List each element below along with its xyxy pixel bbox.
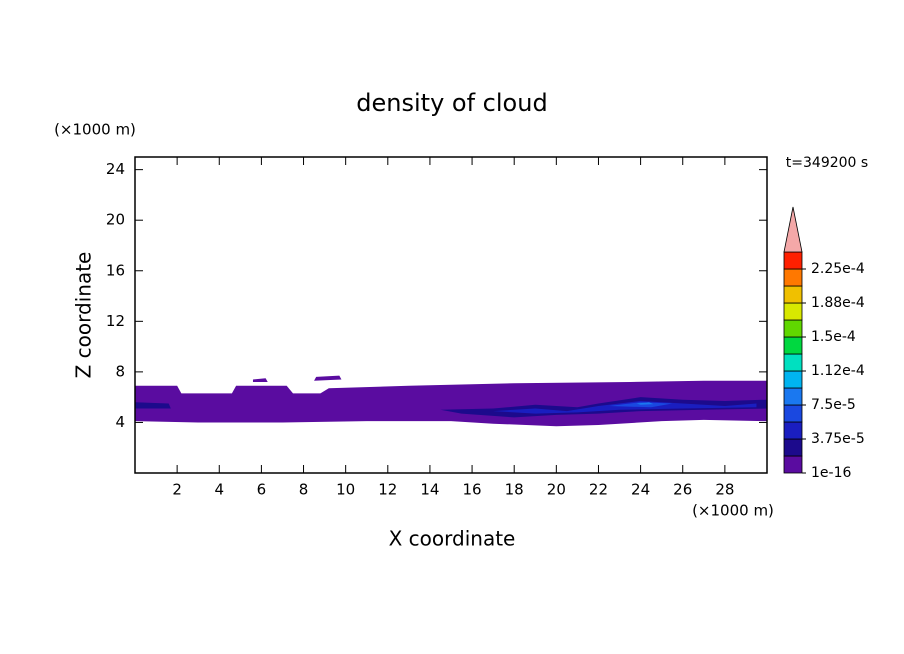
y-tick-label: 12 bbox=[106, 312, 125, 330]
colorbar-bin bbox=[783, 370, 803, 389]
x-tick-label: 14 bbox=[420, 481, 439, 499]
x-tick-label: 20 bbox=[547, 481, 566, 499]
plot-frame bbox=[134, 156, 768, 474]
colorbar-label: 3.75e-5 bbox=[811, 431, 865, 447]
contour-region bbox=[493, 400, 757, 414]
colorbar-label: 1e-16 bbox=[811, 465, 851, 481]
colorbar-bin bbox=[783, 404, 803, 423]
colorbar-label: 1.88e-4 bbox=[811, 295, 865, 311]
colorbar-label: 1.12e-4 bbox=[811, 363, 865, 379]
y-tick-label: 16 bbox=[106, 261, 125, 279]
x-tick-label: 26 bbox=[673, 481, 692, 499]
x-tick-label: 4 bbox=[214, 481, 224, 499]
y-tick-label: 4 bbox=[115, 413, 125, 431]
x-axis-label: X coordinate bbox=[389, 527, 516, 551]
x-tick-label: 10 bbox=[336, 481, 355, 499]
y-axis-label: Z coordinate bbox=[72, 252, 96, 379]
contour-region bbox=[135, 402, 171, 409]
x-tick-label: 24 bbox=[631, 481, 650, 499]
colorbar-bin bbox=[783, 336, 803, 355]
colorbar-bin bbox=[783, 268, 803, 287]
y-tick-label: 24 bbox=[106, 160, 125, 178]
x-tick-label: 22 bbox=[589, 481, 608, 499]
x-tick-label: 2 bbox=[172, 481, 182, 499]
colorbar-bin bbox=[783, 251, 803, 270]
colorbar-extend bbox=[783, 206, 803, 253]
colorbar-bin bbox=[783, 285, 803, 304]
x-tick-label: 16 bbox=[463, 481, 482, 499]
contour-region bbox=[636, 402, 654, 405]
colorbar-bin bbox=[783, 353, 803, 372]
colorbar-label: 2.25e-4 bbox=[811, 261, 865, 277]
colorbar-bin bbox=[783, 302, 803, 321]
contour-region bbox=[314, 375, 342, 381]
colorbar-bin bbox=[783, 455, 803, 474]
time-annotation: t=349200 s bbox=[786, 155, 868, 171]
colorbar-bin bbox=[783, 438, 803, 457]
x-tick-label: 12 bbox=[378, 481, 397, 499]
x-tick-label: 8 bbox=[299, 481, 309, 499]
colorbar-label: 1.5e-4 bbox=[811, 329, 856, 345]
y-tick-label: 20 bbox=[106, 211, 125, 229]
chart-title: density of cloud bbox=[356, 89, 547, 117]
x-unit: (×1000 m) bbox=[692, 502, 774, 520]
contour-region bbox=[135, 380, 767, 427]
contour-region bbox=[609, 402, 673, 408]
y-unit: (×1000 m) bbox=[54, 121, 136, 139]
colorbar-bin bbox=[783, 421, 803, 440]
x-tick-label: 18 bbox=[505, 481, 524, 499]
x-tick-label: 28 bbox=[715, 481, 734, 499]
x-tick-label: 6 bbox=[257, 481, 267, 499]
y-tick-label: 8 bbox=[115, 362, 125, 380]
colorbar-bin bbox=[783, 319, 803, 338]
colorbar-bin bbox=[783, 387, 803, 406]
contour-region bbox=[252, 378, 268, 382]
colorbar-label: 7.5e-5 bbox=[811, 397, 856, 413]
